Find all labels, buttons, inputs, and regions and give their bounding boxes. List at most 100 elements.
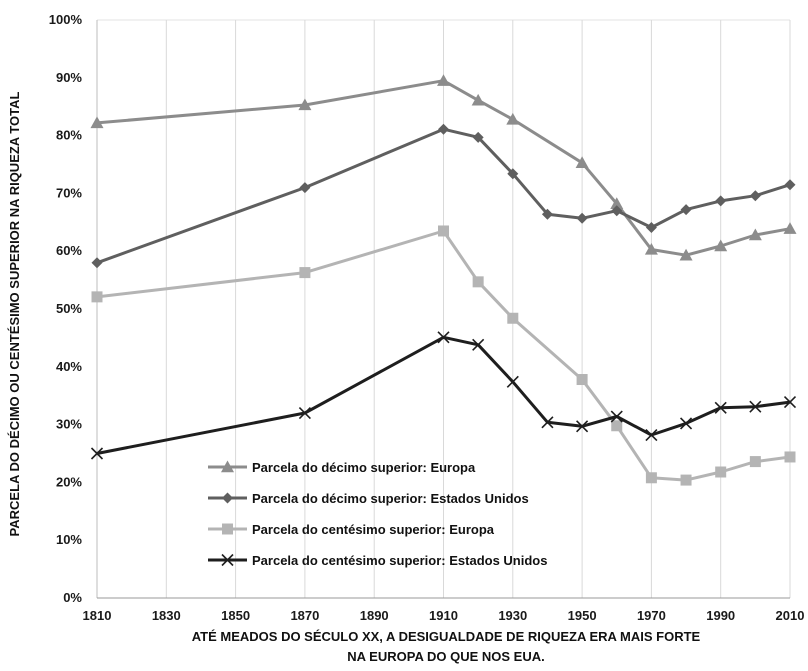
x-marker-stroke [714, 401, 727, 414]
data-point-parcela-do-decimo-superior-europa [748, 228, 762, 241]
y-axis-ticks: 0% 10% 20% 30% 40% 50% 60% 70% 80% 90% 100% [49, 12, 83, 605]
x-marker-stroke [221, 553, 234, 567]
x-tick-label: 1950 [568, 608, 597, 623]
y-tick-label: 80% [56, 128, 82, 143]
x-axis-title-line-2: NA EUROPA DO QUE NOS EUA. [347, 649, 544, 664]
data-point-parcela-do-centesimo-superior-europa [299, 267, 311, 279]
x-marker-stroke [472, 338, 485, 351]
y-axis-title: PARCELA DO DÉCIMO OU CENTÉSIMO SUPERIOR … [7, 91, 22, 536]
x-tick-label: 2010 [776, 608, 805, 623]
x-marker-stroke [437, 331, 450, 344]
x-marker-stroke [783, 395, 797, 409]
data-point-parcela-do-centesimo-superior-europa [645, 472, 657, 484]
legend: Parcela do décimo superior: Europa Parcel… [208, 460, 547, 568]
data-point-parcela-do-decimo-superior-estados-unidos [645, 222, 657, 234]
x-marker-stroke [506, 375, 519, 388]
data-point-parcela-do-decimo-superior-estados-unidos [784, 179, 796, 191]
legend-swatch-marker [222, 523, 233, 535]
series-line-parcela-do-decimo-superior-europa [96, 79, 791, 257]
x-tick-label: 1890 [360, 608, 389, 623]
data-point-parcela-do-decimo-superior-estados-unidos [91, 257, 103, 269]
legend-swatch-marker [221, 553, 234, 567]
data-point-parcela-do-decimo-superior-estados-unidos [611, 205, 623, 217]
data-point-parcela-do-centesimo-superior-estados-unidos [437, 331, 450, 344]
legend-label: Parcela do décimo superior: Europa [252, 460, 476, 475]
data-point-parcela-do-decimo-superior-estados-unidos [749, 190, 761, 202]
legend-item-parcela-do-centesimo-superior-europa: Parcela do centésimo superior: Europa [208, 522, 495, 537]
data-point-parcela-do-centesimo-superior-europa [749, 456, 761, 468]
data-point-parcela-do-centesimo-superior-estados-unidos [506, 375, 519, 388]
data-point-parcela-do-centesimo-superior-estados-unidos [783, 395, 797, 409]
y-tick-label: 0% [63, 590, 82, 605]
y-tick-label: 50% [56, 301, 82, 316]
data-point-parcela-do-decimo-superior-europa [575, 156, 589, 168]
x-marker-stroke [749, 400, 762, 413]
x-axis-title-line-1: ATÉ MEADOS DO SÉCULO XX, A DESIGUALDADE … [192, 629, 701, 644]
data-point-parcela-do-decimo-superior-europa [471, 93, 485, 106]
x-tick-label: 1970 [637, 608, 666, 623]
series-parcela-do-centesimo-superior-europa [91, 225, 796, 486]
y-tick-label: 100% [49, 12, 83, 27]
series-line-parcela-do-centesimo-superior-europa [96, 229, 791, 482]
data-point-parcela-do-decimo-superior-europa [783, 222, 797, 234]
legend-item-parcela-do-decimo-superior-estados-unidos: Parcela do décimo superior: Estados Unid… [208, 491, 529, 506]
data-point-parcela-do-centesimo-superior-europa [680, 474, 692, 486]
data-point-parcela-do-decimo-superior-estados-unidos [715, 195, 727, 207]
data-point-parcela-do-decimo-superior-estados-unidos [541, 208, 553, 220]
data-point-parcela-do-centesimo-superior-estados-unidos [90, 447, 104, 460]
legend-label: Parcela do décimo superior: Estados Unid… [252, 491, 529, 506]
data-point-parcela-do-decimo-superior-europa [298, 98, 312, 111]
data-point-parcela-do-decimo-superior-europa [644, 242, 658, 255]
data-point-parcela-do-centesimo-superior-europa [784, 451, 796, 463]
x-tick-label: 1930 [498, 608, 527, 623]
data-point-parcela-do-decimo-superior-europa [90, 116, 104, 129]
data-point-parcela-do-decimo-superior-estados-unidos [576, 212, 588, 224]
data-point-parcela-do-decimo-superior-europa [610, 197, 624, 210]
data-point-parcela-do-centesimo-superior-europa [715, 466, 727, 478]
y-tick-label: 40% [56, 359, 82, 374]
data-point-parcela-do-centesimo-superior-estados-unidos [645, 428, 658, 442]
y-tick-label: 20% [56, 474, 82, 489]
x-tick-label: 1810 [83, 608, 112, 623]
data-point-parcela-do-centesimo-superior-estados-unidos [541, 416, 554, 429]
data-point-parcela-do-centesimo-superior-europa [91, 291, 103, 303]
data-point-parcela-do-centesimo-superior-europa [438, 225, 449, 237]
data-point-parcela-do-decimo-superior-estados-unidos [472, 131, 484, 143]
x-tick-label: 1870 [290, 608, 319, 623]
y-tick-label: 70% [56, 185, 82, 200]
series-parcela-do-decimo-superior-europa [90, 74, 797, 261]
data-point-parcela-do-decimo-superior-europa [679, 248, 693, 261]
y-tick-label: 90% [56, 70, 82, 85]
data-point-parcela-do-centesimo-superior-estados-unidos [576, 420, 589, 433]
x-marker-stroke [298, 406, 311, 420]
data-point-parcela-do-centesimo-superior-estados-unidos [610, 410, 623, 423]
data-point-parcela-do-centesimo-superior-estados-unidos [472, 338, 485, 351]
series-group [90, 74, 797, 486]
data-point-parcela-do-decimo-superior-europa [437, 74, 450, 86]
x-tick-label: 1990 [706, 608, 735, 623]
legend-item-parcela-do-centesimo-superior-estados-unidos: Parcela do centésimo superior: Estados U… [208, 553, 547, 568]
grid-lines [96, 19, 791, 599]
x-tick-label: 1910 [429, 608, 458, 623]
data-point-parcela-do-centesimo-superior-europa [472, 276, 484, 288]
x-marker-stroke [610, 410, 623, 423]
series-parcela-do-decimo-superior-estados-unidos [91, 123, 796, 269]
data-point-parcela-do-centesimo-superior-estados-unidos [679, 417, 693, 430]
x-marker-stroke [541, 416, 554, 429]
y-tick-label: 30% [56, 417, 82, 432]
data-point-parcela-do-centesimo-superior-europa [576, 374, 588, 386]
x-marker-stroke [645, 428, 658, 442]
data-point-parcela-do-centesimo-superior-estados-unidos [298, 406, 311, 420]
x-marker-stroke [576, 420, 589, 433]
data-point-parcela-do-centesimo-superior-estados-unidos [749, 400, 762, 413]
series-parcela-do-centesimo-superior-estados-unidos [90, 331, 797, 460]
data-point-parcela-do-centesimo-superior-europa [507, 312, 519, 324]
x-tick-label: 1830 [152, 608, 181, 623]
data-point-parcela-do-decimo-superior-estados-unidos [438, 123, 449, 135]
data-point-parcela-do-decimo-superior-europa [714, 239, 728, 252]
y-tick-label: 60% [56, 243, 82, 258]
data-point-parcela-do-centesimo-superior-europa [611, 420, 623, 432]
legend-label: Parcela do centésimo superior: Europa [252, 522, 495, 537]
data-point-parcela-do-centesimo-superior-estados-unidos [714, 401, 727, 414]
